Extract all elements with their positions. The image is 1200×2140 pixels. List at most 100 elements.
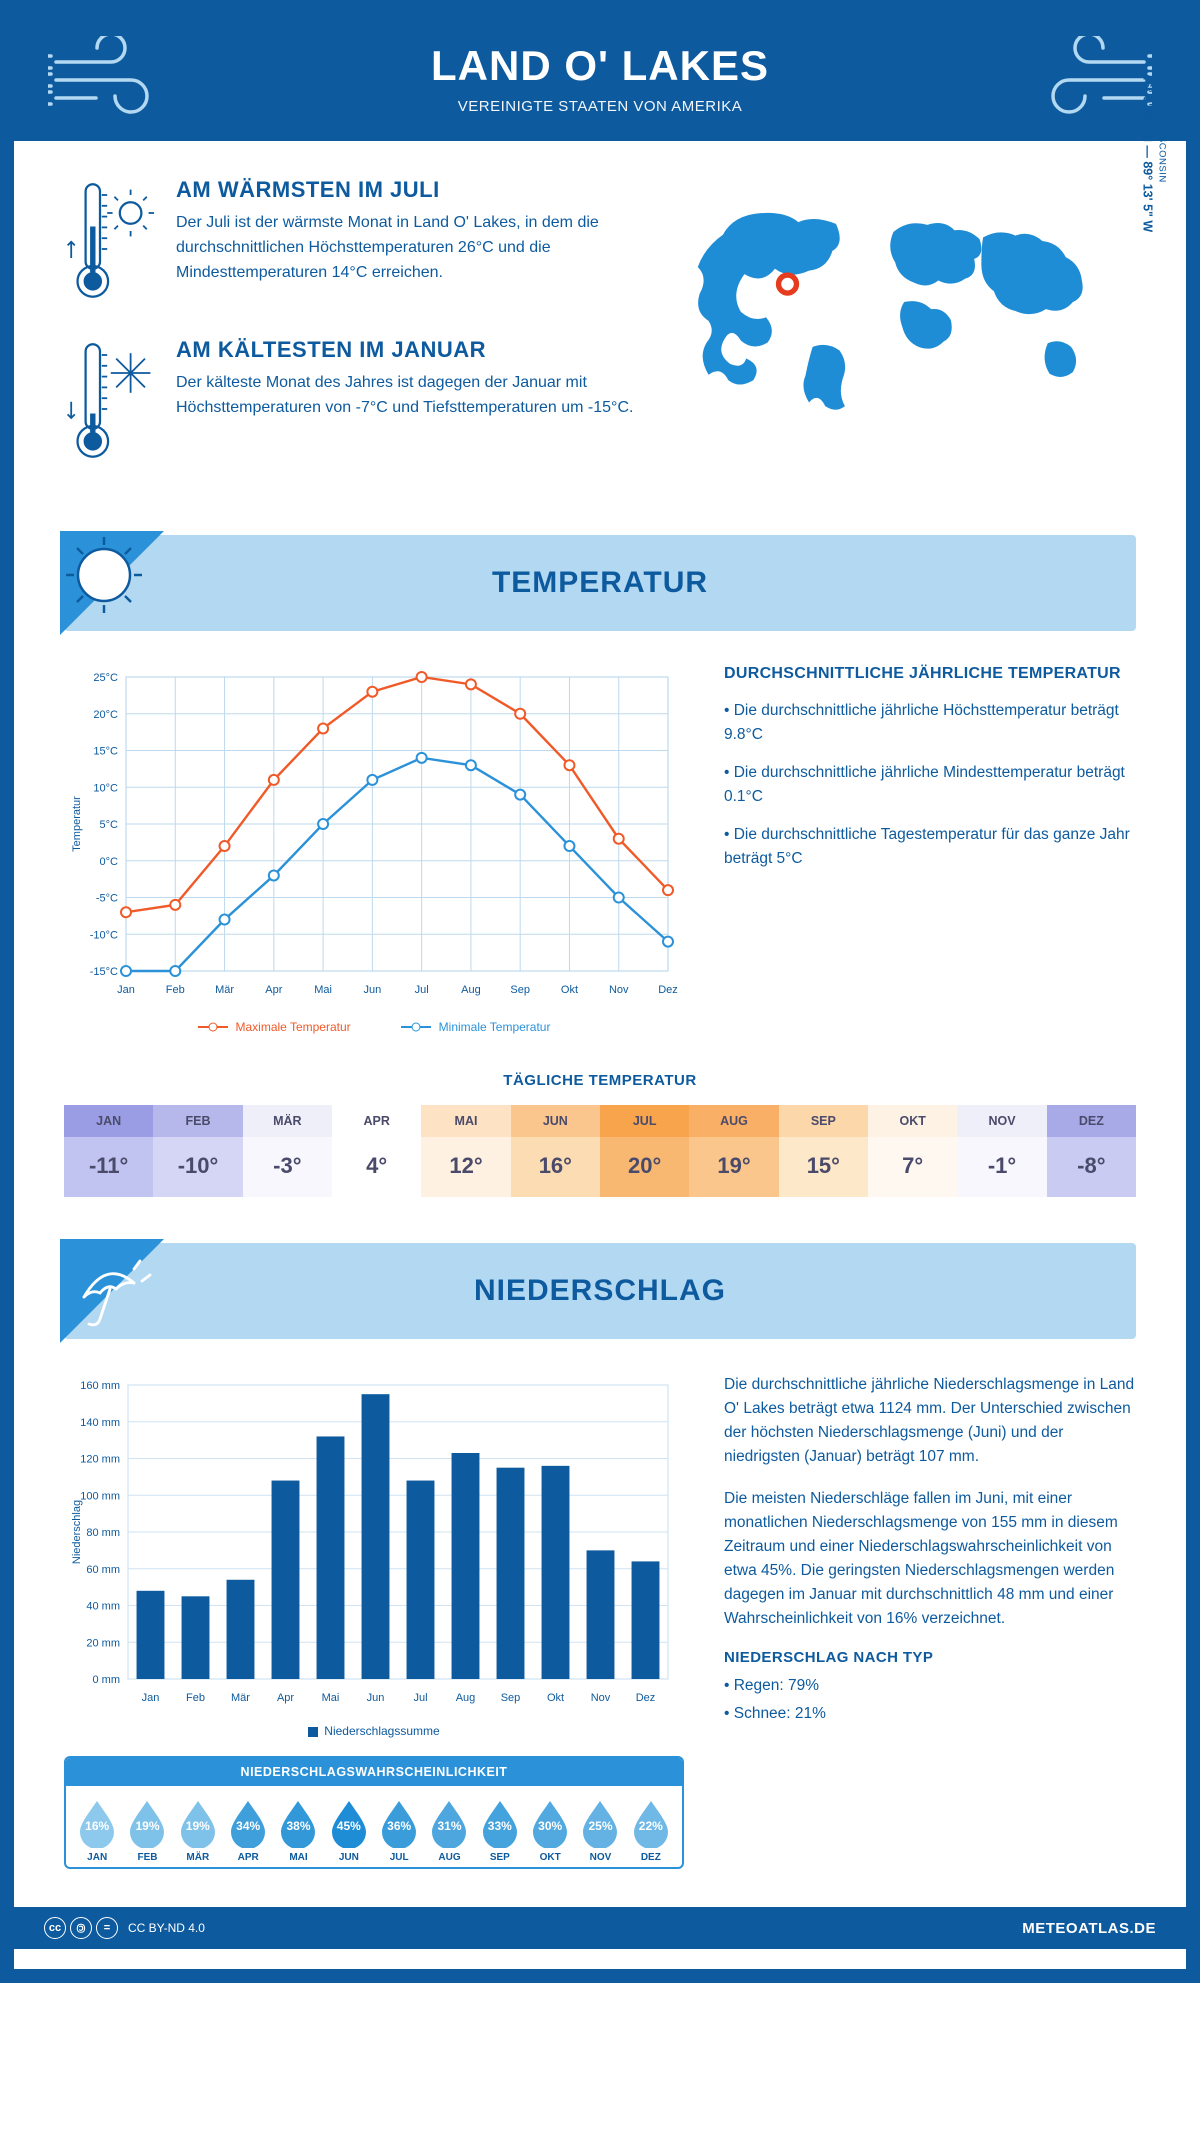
temperature-banner: TEMPERATUR [64, 535, 1136, 631]
svg-text:Dez: Dez [636, 1692, 656, 1704]
nd-icon: = [96, 1917, 118, 1939]
prob-drop: 33%SEP [475, 1798, 525, 1863]
svg-text:Okt: Okt [561, 984, 578, 996]
svg-text:Jul: Jul [413, 1692, 427, 1704]
top-section: AM WÄRMSTEN IM JULI Der Juli ist der wär… [14, 141, 1186, 525]
precip-t2: • Schnee: 21% [724, 1702, 1136, 1726]
by-icon: 🄯 [70, 1917, 92, 1939]
avg-temp-b3: • Die durchschnittliche Tagestemperatur … [724, 823, 1136, 871]
svg-text:Temperatur: Temperatur [71, 796, 83, 852]
svg-text:Jun: Jun [363, 984, 381, 996]
svg-text:160 mm: 160 mm [80, 1380, 120, 1392]
license: cc 🄯 = CC BY-ND 4.0 [44, 1917, 205, 1939]
svg-text:Nov: Nov [609, 984, 629, 996]
svg-text:Niederschlag: Niederschlag [71, 1500, 83, 1564]
daily-month-cell: MAI12° [421, 1105, 510, 1197]
thermometer-hot-icon [64, 177, 154, 303]
svg-text:0°C: 0°C [100, 856, 119, 868]
precip-t1: • Regen: 79% [724, 1674, 1136, 1698]
prob-drop: 16%JAN [72, 1798, 122, 1863]
prob-drop: 36%JUL [374, 1798, 424, 1863]
umbrella-icon [60, 1239, 164, 1343]
world-map [687, 177, 1136, 427]
svg-text:5°C: 5°C [100, 819, 119, 831]
prob-title: NIEDERSCHLAGSWAHRSCHEINLICHKEIT [66, 1758, 682, 1786]
avg-temp-b2: • Die durchschnittliche jährliche Mindes… [724, 761, 1136, 809]
map-marker [779, 275, 797, 293]
svg-text:40 mm: 40 mm [86, 1601, 120, 1613]
daily-month-cell: JUL20° [600, 1105, 689, 1197]
daily-month-cell: FEB-10° [153, 1105, 242, 1197]
footer: cc 🄯 = CC BY-ND 4.0 METEOATLAS.DE [14, 1907, 1186, 1949]
daily-month-cell: MÄR-3° [243, 1105, 332, 1197]
prob-drop: 19%FEB [122, 1798, 172, 1863]
legend-max-label: Maximale Temperatur [236, 1020, 351, 1034]
temperature-area: -15°C-10°C-5°C0°C5°C10°C15°C20°C25°CJanF… [14, 631, 1186, 1044]
precipitation-area: 0 mm20 mm40 mm60 mm80 mm100 mm120 mm140 … [14, 1339, 1186, 1879]
svg-text:Mär: Mär [231, 1692, 250, 1704]
svg-text:-15°C: -15°C [90, 966, 118, 978]
svg-text:Feb: Feb [186, 1692, 205, 1704]
cc-icon: cc [44, 1917, 66, 1939]
precipitation-banner: NIEDERSCHLAG [64, 1243, 1136, 1339]
svg-text:Jun: Jun [367, 1692, 385, 1704]
svg-text:Sep: Sep [501, 1692, 521, 1704]
svg-text:Aug: Aug [461, 984, 481, 996]
svg-text:Apr: Apr [265, 984, 282, 996]
daily-month-cell: DEZ-8° [1047, 1105, 1136, 1197]
infographic-frame: LAND O' LAKES VEREINIGTE STAATEN VON AME… [0, 0, 1200, 1983]
svg-text:10°C: 10°C [93, 782, 118, 794]
daily-temp-title: TÄGLICHE TEMPERATUR [14, 1072, 1186, 1089]
sun-icon [60, 531, 164, 635]
warmest-title: AM WÄRMSTEN IM JULI [176, 177, 647, 203]
svg-text:100 mm: 100 mm [80, 1490, 120, 1502]
precip-probability-box: NIEDERSCHLAGSWAHRSCHEINLICHKEIT 16%JAN19… [64, 1756, 684, 1869]
avg-temp-b1: • Die durchschnittliche jährliche Höchst… [724, 699, 1136, 747]
precipitation-bar-chart: 0 mm20 mm40 mm60 mm80 mm100 mm120 mm140 … [64, 1373, 684, 1713]
svg-text:-5°C: -5°C [96, 893, 118, 905]
svg-text:Mai: Mai [322, 1692, 340, 1704]
license-label: CC BY-ND 4.0 [128, 1921, 205, 1935]
svg-text:20 mm: 20 mm [86, 1637, 120, 1649]
svg-text:20°C: 20°C [93, 709, 118, 721]
precip-type-heading: NIEDERSCHLAG NACH TYP [724, 1649, 1136, 1666]
daily-month-cell: APR4° [332, 1105, 421, 1197]
svg-text:Jan: Jan [117, 984, 135, 996]
precip-legend-label: Niederschlagssumme [324, 1724, 439, 1738]
daily-month-cell: OKT7° [868, 1105, 957, 1197]
daily-month-cell: NOV-1° [957, 1105, 1046, 1197]
svg-text:15°C: 15°C [93, 746, 118, 758]
coords-lon: 89° 13' 5" W [1141, 161, 1155, 232]
svg-text:0 mm: 0 mm [93, 1674, 121, 1686]
coldest-fact: AM KÄLTESTEN IM JANUAR Der kälteste Mona… [64, 337, 647, 463]
prob-drop: 22%DEZ [626, 1798, 676, 1863]
header: LAND O' LAKES VEREINIGTE STAATEN VON AME… [14, 14, 1186, 141]
page-title: LAND O' LAKES [14, 42, 1186, 90]
precip-p1: Die durchschnittliche jährliche Niedersc… [724, 1373, 1136, 1469]
coldest-text: Der kälteste Monat des Jahres ist dagege… [176, 371, 647, 421]
svg-text:Sep: Sep [510, 984, 530, 996]
prob-drop: 45%JUN [324, 1798, 374, 1863]
svg-text:Jul: Jul [415, 984, 429, 996]
page-subtitle: VEREINIGTE STAATEN VON AMERIKA [14, 98, 1186, 115]
warmest-text: Der Juli ist der wärmste Monat in Land O… [176, 211, 647, 285]
thermometer-cold-icon [64, 337, 154, 463]
warmest-fact: AM WÄRMSTEN IM JULI Der Juli ist der wär… [64, 177, 647, 303]
cc-icons: cc 🄯 = [44, 1917, 118, 1939]
svg-text:25°C: 25°C [93, 672, 118, 684]
svg-text:120 mm: 120 mm [80, 1454, 120, 1466]
legend-min-label: Minimale Temperatur [439, 1020, 551, 1034]
svg-text:140 mm: 140 mm [80, 1417, 120, 1429]
svg-text:Nov: Nov [591, 1692, 611, 1704]
svg-text:Apr: Apr [277, 1692, 294, 1704]
svg-text:Mär: Mär [215, 984, 234, 996]
daily-month-cell: AUG19° [689, 1105, 778, 1197]
svg-text:Jan: Jan [142, 1692, 160, 1704]
prob-drop: 25%NOV [575, 1798, 625, 1863]
prob-drop: 34%APR [223, 1798, 273, 1863]
temperature-heading: TEMPERATUR [492, 566, 708, 600]
daily-month-cell: JUN16° [511, 1105, 600, 1197]
precipitation-heading: NIEDERSCHLAG [474, 1274, 726, 1308]
precip-p2: Die meisten Niederschläge fallen im Juni… [724, 1487, 1136, 1631]
prob-drop: 30%OKT [525, 1798, 575, 1863]
